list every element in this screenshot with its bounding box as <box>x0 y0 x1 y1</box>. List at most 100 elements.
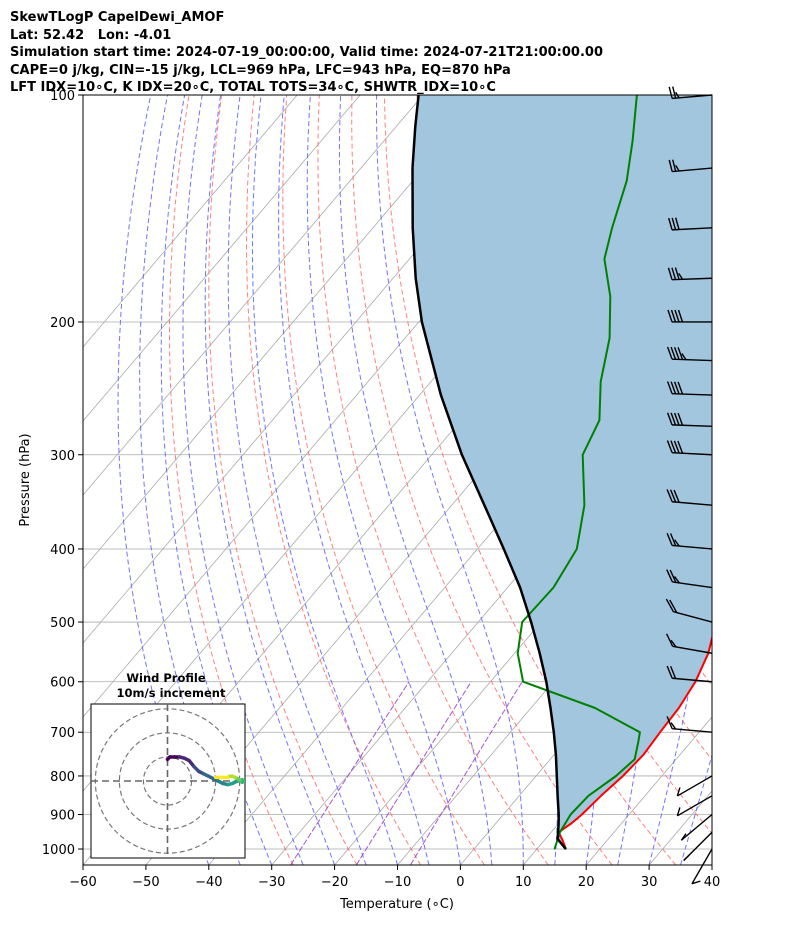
x-tick-label: −40 <box>195 875 222 890</box>
moist-adiabat <box>227 95 367 865</box>
parcel-point <box>519 586 521 589</box>
wind-barb-feather <box>675 164 680 172</box>
dry-adiabat <box>383 95 677 865</box>
dewpoint-point <box>637 740 640 743</box>
temperature-profile <box>557 634 712 850</box>
wind-barb-feather <box>670 639 677 648</box>
temperature-point <box>678 707 680 709</box>
parcel-point <box>440 394 442 396</box>
chart-title-block: SkewTLogP CapelDewi_AMOF Lat: 52.42 Lon:… <box>10 9 603 97</box>
dewpoint-point <box>632 140 634 142</box>
moist-adiabat <box>339 95 493 865</box>
parcel-point <box>553 731 555 733</box>
dewpoint-point <box>611 227 613 229</box>
moist-adiabat <box>375 95 524 865</box>
dewpoint-point <box>522 681 524 683</box>
wind-barb-staff <box>677 795 713 817</box>
wind-barb-feather <box>673 576 680 584</box>
dewpoint-point <box>517 652 519 654</box>
isotherm-line <box>83 95 424 496</box>
parcel-point <box>412 227 414 229</box>
wind-barb-feather <box>670 722 677 730</box>
wind-barb-feather <box>674 539 680 547</box>
dewpoint-point <box>598 419 601 421</box>
isotherm-line <box>83 95 487 570</box>
temperature-point <box>642 754 645 756</box>
wind-barb-feather <box>677 309 684 323</box>
wind-barb-feather <box>672 159 677 172</box>
wind-barb <box>666 569 713 589</box>
inset-titles: Wind Profile 10m/s increment <box>117 671 226 700</box>
wind-barb-staff <box>672 645 713 654</box>
wind-barb-feather <box>670 346 677 360</box>
wind-barb <box>666 440 713 456</box>
isotherm-line <box>397 494 712 865</box>
y-tick-label: 1000 <box>42 843 75 858</box>
wind-barb-feather <box>671 217 677 230</box>
cape-indices-line: CAPE=0 j/kg, CIN=-15 j/kg, LCL=969 hPa, … <box>10 62 511 78</box>
moist-adiabat <box>278 95 430 865</box>
wind-barb-feather <box>670 309 677 323</box>
wind-barb-staff <box>680 813 713 841</box>
y-tick-label: 300 <box>50 449 75 464</box>
parcel-point <box>558 813 560 816</box>
wind-barb-feather <box>676 787 681 797</box>
wind-barb-staff <box>672 677 713 683</box>
parcel-point <box>415 277 417 279</box>
x-tick-label: 30 <box>641 875 658 890</box>
temperature-point <box>715 621 716 622</box>
temperature-point <box>779 395 780 396</box>
x-tick-label: −50 <box>132 875 159 890</box>
dewpoint-point <box>600 381 602 383</box>
dry-adiabat <box>169 95 294 865</box>
temperature-point <box>694 681 697 683</box>
wind-barb-feather <box>665 633 674 647</box>
parcel-point <box>530 621 532 623</box>
mixing-ratio-line <box>290 681 410 865</box>
wind-barb <box>666 665 713 683</box>
dewpoint-point <box>552 586 555 589</box>
parcel-point <box>558 840 560 842</box>
mixing-ratio-line <box>355 681 472 865</box>
x-axis-label: Temperature (∘C) <box>339 897 454 912</box>
parcel-point <box>557 838 559 840</box>
wind-barb <box>668 217 713 231</box>
dewpoint-point <box>626 180 628 182</box>
wind-barb-staff <box>677 775 713 797</box>
parcel-point <box>558 822 560 825</box>
wind-barb-feather <box>668 159 673 172</box>
wind-barb-feather <box>673 412 680 426</box>
y-tick-label: 200 <box>50 316 75 331</box>
moist-adiabat <box>204 95 336 865</box>
wind-barb <box>668 159 713 173</box>
wind-barb <box>680 813 713 841</box>
wind-barb-feather <box>668 217 673 231</box>
wind-barb <box>666 381 713 396</box>
x-tick-label: −20 <box>321 875 348 890</box>
wind-barb-feather <box>691 880 701 885</box>
y-tick-label: 700 <box>50 726 75 741</box>
isotherm-line <box>83 95 361 422</box>
temperature-point <box>730 505 731 506</box>
wind-barb-feather <box>683 854 690 862</box>
wind-barb-feather <box>677 440 684 454</box>
temperature-point <box>600 795 602 797</box>
parcel-point <box>565 848 567 850</box>
wind-barb-feather <box>674 267 680 280</box>
dewpoint-point <box>583 504 586 506</box>
location-line: Lat: 52.42 Lon: -4.01 <box>10 27 172 43</box>
inset-content <box>91 704 245 858</box>
dewpoint-point <box>609 337 611 339</box>
dewpoint-point <box>521 621 523 623</box>
cape-area <box>412 95 712 849</box>
x-tick-label: 20 <box>578 875 595 890</box>
parcel-point <box>549 707 552 709</box>
dewpoint-point <box>553 848 556 850</box>
dewpoint-point <box>559 831 561 833</box>
wind-barb <box>666 346 713 362</box>
temperature-point <box>581 813 583 816</box>
x-tick-label: −30 <box>258 875 285 890</box>
wind-barb-feather <box>669 599 678 613</box>
wind-barb-feather <box>666 346 673 360</box>
wind-barb-feather <box>669 569 677 583</box>
